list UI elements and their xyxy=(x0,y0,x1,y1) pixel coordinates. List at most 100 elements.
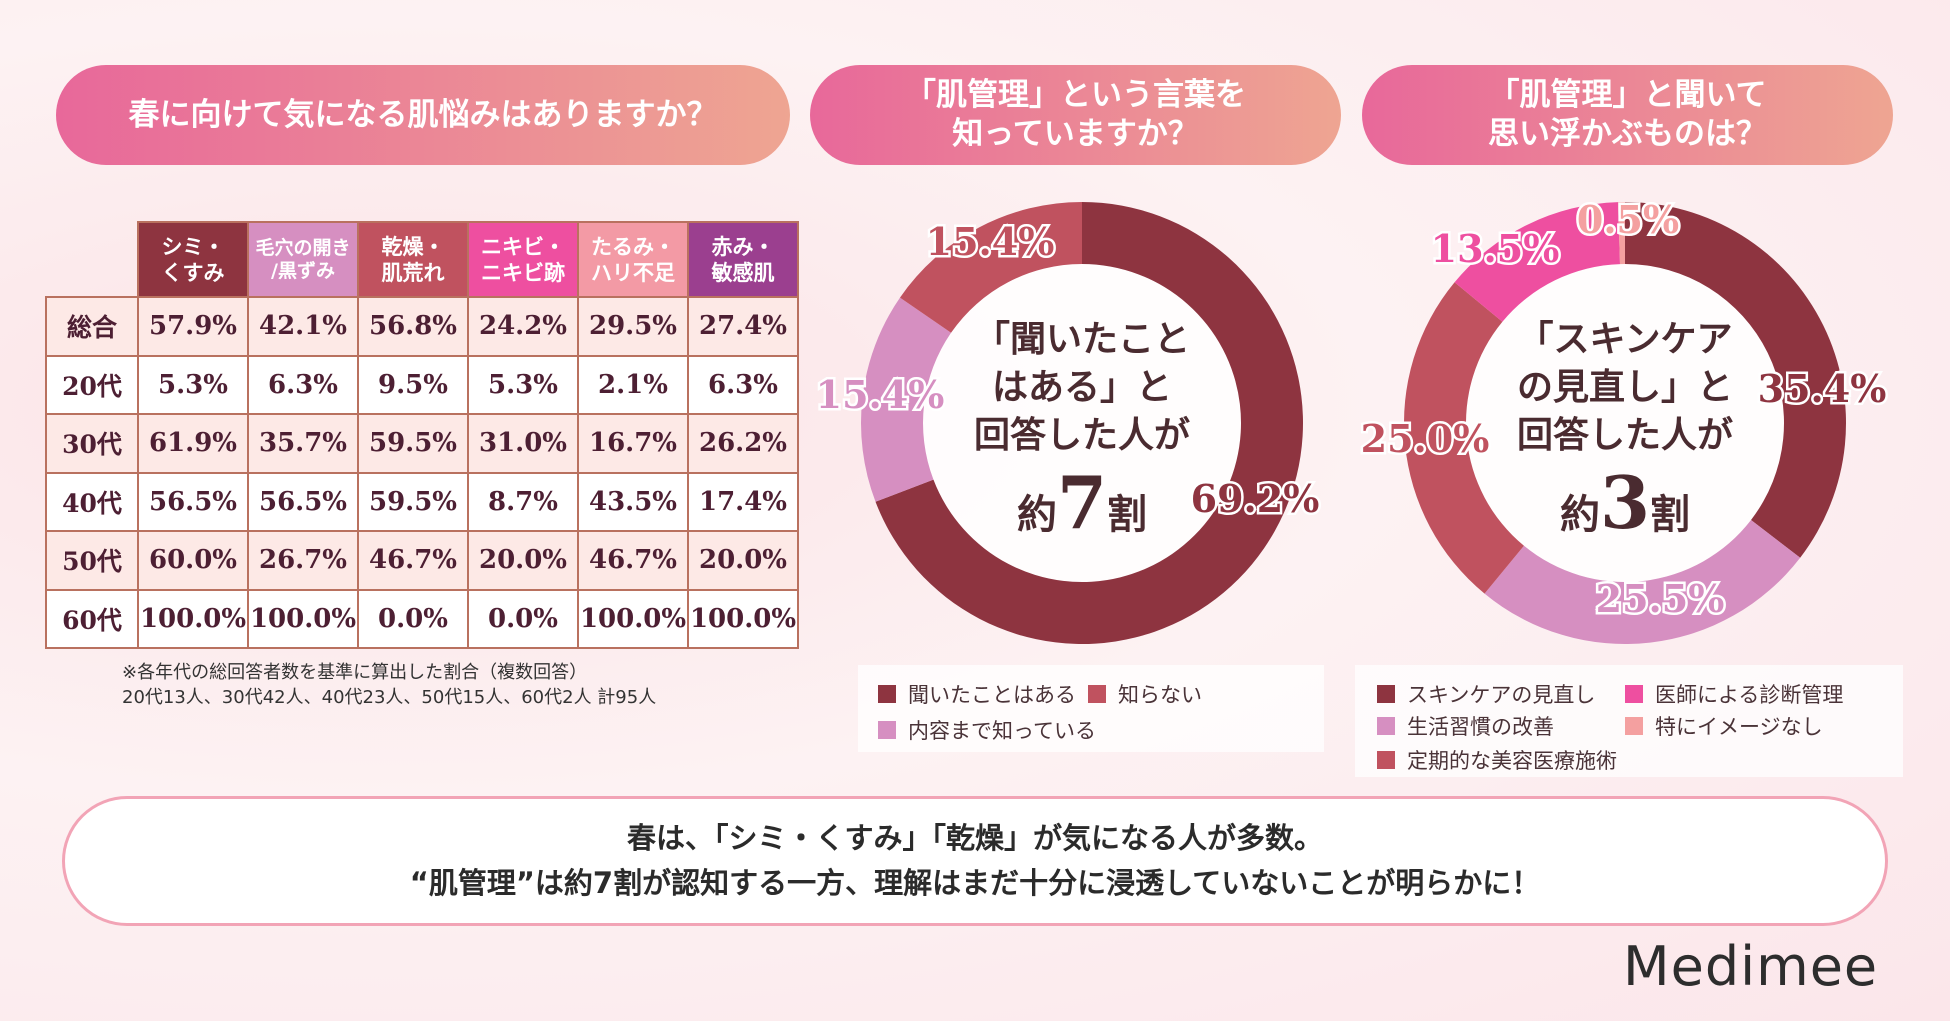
center-ratio-part: 7 xyxy=(1057,460,1107,545)
center-ratio: 約7割 xyxy=(1017,460,1147,545)
legend-swatch xyxy=(1377,685,1395,703)
center-ratio-part: 約 xyxy=(1017,491,1057,538)
center-text-line: 「スキンケア xyxy=(1518,318,1733,360)
column-header-line1: 乾燥・ xyxy=(381,234,445,260)
column-header: シミ・ くすみ xyxy=(137,221,249,298)
table-cell: 60.0% xyxy=(137,530,249,591)
slice-label: 69.2% xyxy=(1191,476,1320,521)
legend-item: 生活習慣の改善 xyxy=(1377,711,1554,741)
table-row: 50代 60.0% 26.7% 46.7% 20.0% 46.7% 20.0% xyxy=(45,530,799,591)
table-cell: 56.5% xyxy=(137,471,249,532)
table-cell: 61.9% xyxy=(137,413,249,474)
center-ratio-part: 3 xyxy=(1600,460,1650,545)
column-header-line1: たるみ・ xyxy=(591,234,675,260)
table-cell: 56.5% xyxy=(247,471,359,532)
column-header: 毛穴の開き/黒ずみ xyxy=(247,221,359,298)
donut-slice xyxy=(899,202,1082,333)
table-cell: 46.7% xyxy=(577,530,689,591)
column-header-line2: くすみ xyxy=(161,259,225,285)
row-label: 40代 xyxy=(45,471,139,532)
skin-concern-table: シミ・ くすみ 毛穴の開き/黒ずみ 乾燥・ 肌荒れ ニキビ・ ニキビ跡 たるみ・ ハリ不足 赤み・… xyxy=(45,221,799,649)
column-header: たるみ・ ハリ不足 xyxy=(577,221,689,298)
center-ratio-part: 割 xyxy=(1107,491,1147,538)
table-cell: 31.0% xyxy=(467,413,579,474)
table-row: 40代 56.5% 56.5% 59.5% 8.7% 43.5% 17.4% xyxy=(45,471,799,532)
table-row: 20代 5.3% 6.3% 9.5% 5.3% 2.1% 6.3% xyxy=(45,354,799,415)
q3-title-line2: 思い浮かぶものは？ xyxy=(1488,116,1767,152)
table-cell: 26.7% xyxy=(247,530,359,591)
table-cell: 8.7% xyxy=(467,471,579,532)
legend-label: 生活習慣の改善 xyxy=(1407,715,1554,739)
table-cell: 46.7% xyxy=(357,530,469,591)
table-header-row: シミ・ くすみ 毛穴の開き/黒ずみ 乾燥・ 肌荒れ ニキビ・ ニキビ跡 たるみ・ ハリ不足 赤み・… xyxy=(46,221,799,298)
column-header: 赤み・ 敏感肌 xyxy=(687,221,799,298)
column-header-line1: ニキビ・ xyxy=(481,234,565,260)
column-header-line2: ニキビ跡 xyxy=(481,259,565,285)
table-cell: 59.5% xyxy=(357,413,469,474)
q3-title: 「肌管理」と聞いて 思い浮かぶものは？ xyxy=(1362,65,1893,165)
table-cell: 24.2% xyxy=(467,296,579,357)
legend-label: 定期的な美容医療施術 xyxy=(1407,749,1617,773)
legend-label: スキンケアの見直し xyxy=(1407,683,1596,707)
center-ratio: 約3割 xyxy=(1560,460,1690,545)
donut-slice xyxy=(1484,519,1801,645)
table-cell: 16.7% xyxy=(577,413,689,474)
legend-item: 知らない xyxy=(1088,679,1202,709)
column-header-line1: 毛穴の開き xyxy=(255,236,351,259)
table-row: 30代 61.9% 35.7% 59.5% 31.0% 16.7% 26.2% xyxy=(45,413,799,474)
table-cell: 26.2% xyxy=(687,413,799,474)
table-cell: 29.5% xyxy=(577,296,689,357)
slice-label: 13.5% xyxy=(1431,226,1560,271)
table-cell: 5.3% xyxy=(137,354,249,415)
table-note: ※各年代の総回答者数を基準に算出した割合（複数回答） 20代13人、30代42人、… xyxy=(122,660,656,710)
column-header-line2: /黒ずみ xyxy=(271,259,335,282)
row-label: 30代 xyxy=(45,413,139,474)
summary-box: 春は、「シミ・くすみ」「乾燥」が気になる人が多数。 “肌管理”は約7割が認知する一… xyxy=(62,796,1888,926)
q1-title: 春に向けて気になる肌悩みはありますか？ xyxy=(56,65,790,165)
table-cell: 20.0% xyxy=(687,530,799,591)
row-label: 総合 xyxy=(45,296,139,357)
legend-item: スキンケアの見直し xyxy=(1377,679,1595,709)
table-cell: 6.3% xyxy=(687,354,799,415)
donut-slice xyxy=(1454,202,1621,322)
donut-slice xyxy=(1404,282,1524,594)
donut-slice xyxy=(1618,202,1625,265)
medimee-logo: Medimee xyxy=(1623,935,1879,998)
legend-swatch xyxy=(1625,717,1643,735)
center-ratio-part: 割 xyxy=(1650,491,1690,538)
table-cell: 100.0% xyxy=(687,588,799,649)
table-row: 60代 100.0% 100.0% 0.0% 0.0% 100.0% 100.0% xyxy=(45,588,799,649)
table-cell: 42.1% xyxy=(247,296,359,357)
column-header-line1: シミ・ xyxy=(161,234,225,260)
q3-title-line1: 「肌管理」と聞いて xyxy=(1488,77,1767,114)
donut-charts: 69.2%15.4%15.4%「聞いたことはある」と回答した人が約7割35.4%… xyxy=(815,197,1887,645)
column-header-line2: 敏感肌 xyxy=(711,259,775,285)
donut-center xyxy=(923,264,1241,582)
q2-title-line1: 「肌管理」という言葉を xyxy=(905,77,1246,114)
table-cell: 6.3% xyxy=(247,354,359,415)
donut-slice xyxy=(860,297,952,502)
legend-awareness: 聞いたことはある 内容まで知っている 知らない xyxy=(858,665,1324,752)
note-line1: ※各年代の総回答者数を基準に算出した割合（複数回答） xyxy=(122,662,588,683)
column-header-line1: 赤み・ xyxy=(711,234,775,260)
table-cell: 0.0% xyxy=(467,588,579,649)
table-cell: 17.4% xyxy=(687,471,799,532)
center-text-line: 回答した人が xyxy=(1517,414,1733,456)
donut-slice xyxy=(1625,202,1846,558)
table-cell: 20.0% xyxy=(467,530,579,591)
column-header-line2: 肌荒れ xyxy=(381,259,445,285)
legend-swatch xyxy=(1377,751,1395,769)
legend-item: 医師による診断管理 xyxy=(1625,679,1843,709)
legend-swatch xyxy=(1377,717,1395,735)
center-ratio-part: 約 xyxy=(1560,491,1600,538)
legend-swatch xyxy=(1088,685,1106,703)
legend-item: 特にイメージなし xyxy=(1625,711,1823,741)
q2-title: 「肌管理」という言葉を 知っていますか？ xyxy=(810,65,1341,165)
row-label: 50代 xyxy=(45,530,139,591)
legend-swatch xyxy=(1625,685,1643,703)
legend-associations: スキンケアの見直し 生活習慣の改善定期的な美容医療施術 医師による診断管理 特にイメー… xyxy=(1355,665,1903,777)
table-cell: 5.3% xyxy=(467,354,579,415)
slice-label: 0.5% xyxy=(1577,197,1679,242)
table-row: 総合 57.9% 42.1% 56.8% 24.2% 29.5% 27.4% xyxy=(45,296,799,357)
center-text-line: 回答した人が xyxy=(974,414,1190,456)
